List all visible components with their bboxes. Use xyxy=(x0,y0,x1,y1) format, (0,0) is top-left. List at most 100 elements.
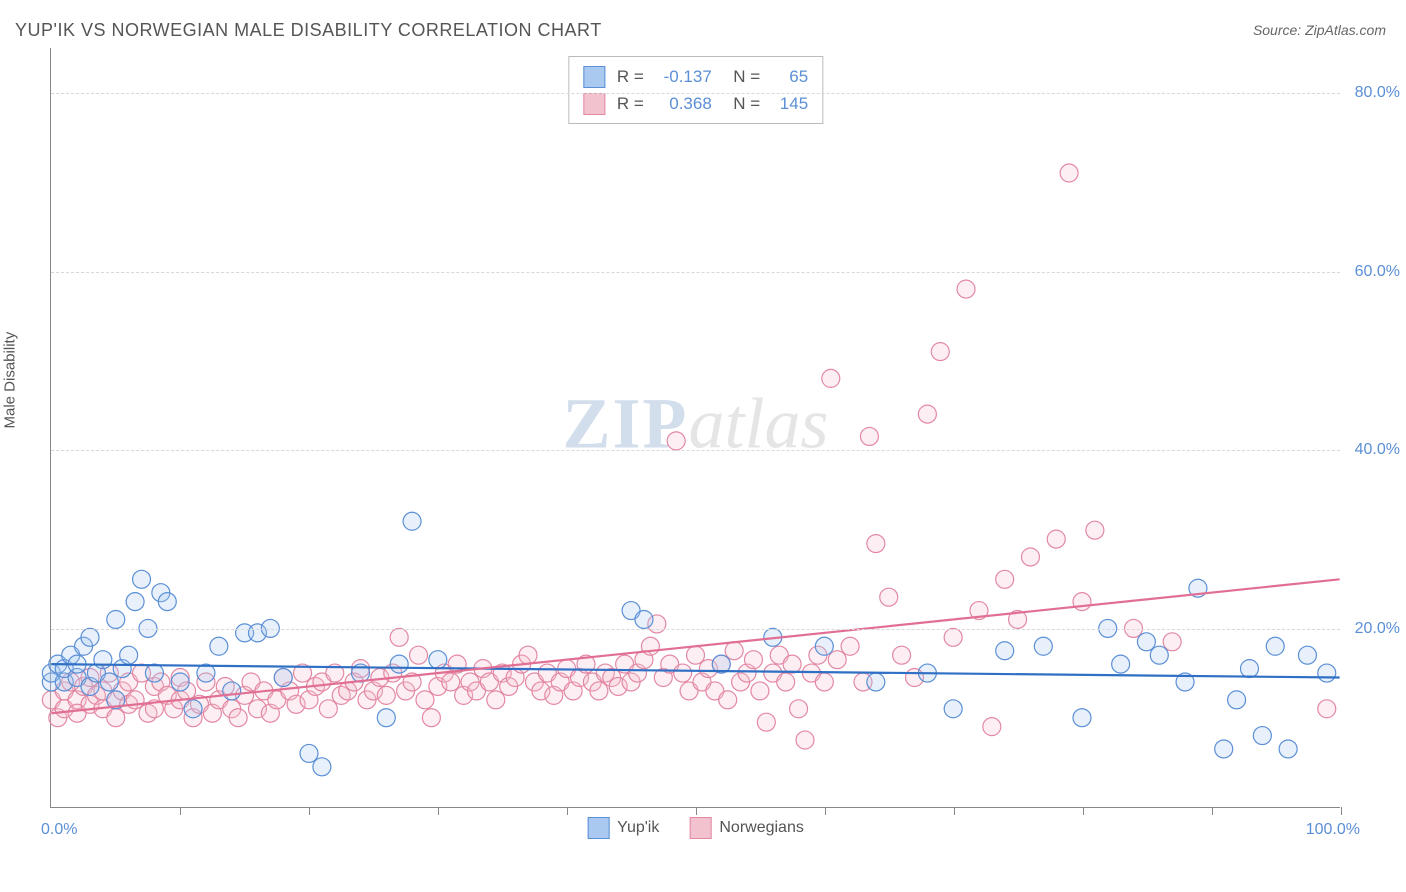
scatter-point xyxy=(210,637,228,655)
scatter-point xyxy=(860,427,878,445)
scatter-point xyxy=(1112,655,1130,673)
scatter-point xyxy=(893,646,911,664)
scatter-point xyxy=(867,535,885,553)
scatter-point xyxy=(1266,637,1284,655)
scatter-point xyxy=(229,709,247,727)
scatter-point xyxy=(1021,548,1039,566)
ytick-label: 40.0% xyxy=(1355,441,1400,459)
scatter-point xyxy=(1034,637,1052,655)
scatter-point xyxy=(957,280,975,298)
scatter-point xyxy=(1298,646,1316,664)
legend-series: Yup'ik Norwegians xyxy=(587,817,804,839)
r-value-0: -0.137 xyxy=(652,63,712,90)
scatter-point xyxy=(1215,740,1233,758)
scatter-point xyxy=(687,646,705,664)
xtick xyxy=(567,807,568,815)
scatter-point xyxy=(944,700,962,718)
n-label-1: N = xyxy=(724,90,760,117)
scatter-point xyxy=(390,655,408,673)
scatter-point xyxy=(487,691,505,709)
scatter-point xyxy=(1279,740,1297,758)
gridline xyxy=(51,93,1340,94)
n-value-0: 65 xyxy=(768,63,808,90)
legend-stats-row-0: R = -0.137 N = 65 xyxy=(583,63,808,90)
scatter-point xyxy=(1318,700,1336,718)
scatter-point xyxy=(757,713,775,731)
scatter-point xyxy=(1073,593,1091,611)
scatter-point xyxy=(635,610,653,628)
legend-series-label-0: Yup'ik xyxy=(617,819,659,837)
scatter-point xyxy=(223,682,241,700)
scatter-point xyxy=(313,758,331,776)
ytick-label: 60.0% xyxy=(1355,263,1400,281)
xtick xyxy=(309,807,310,815)
scatter-point xyxy=(1318,664,1336,682)
gridline xyxy=(51,450,1340,451)
legend-series-swatch-1 xyxy=(689,817,711,839)
r-value-1: 0.368 xyxy=(652,90,712,117)
scatter-point xyxy=(1060,164,1078,182)
scatter-point xyxy=(377,686,395,704)
scatter-point xyxy=(590,682,608,700)
scatter-point xyxy=(107,709,125,727)
scatter-point xyxy=(274,669,292,687)
source-label: Source: ZipAtlas.com xyxy=(1253,22,1386,38)
scatter-point xyxy=(1163,633,1181,651)
scatter-point xyxy=(519,646,537,664)
scatter-point xyxy=(796,731,814,749)
scatter-point xyxy=(783,655,801,673)
scatter-svg xyxy=(51,48,1340,807)
legend-series-swatch-0 xyxy=(587,817,609,839)
legend-swatch-0 xyxy=(583,66,605,88)
scatter-point xyxy=(828,651,846,669)
scatter-point xyxy=(822,369,840,387)
legend-stats: R = -0.137 N = 65 R = 0.368 N = 145 xyxy=(568,56,823,124)
x-axis-max-label: 100.0% xyxy=(1306,821,1360,839)
scatter-point xyxy=(983,718,1001,736)
scatter-point xyxy=(867,673,885,691)
scatter-point xyxy=(1253,727,1271,745)
gridline xyxy=(51,629,1340,630)
scatter-point xyxy=(744,651,762,669)
legend-series-label-1: Norwegians xyxy=(719,819,803,837)
scatter-point xyxy=(171,673,189,691)
scatter-point xyxy=(1240,660,1258,678)
scatter-point xyxy=(1086,521,1104,539)
scatter-point xyxy=(429,651,447,669)
scatter-point xyxy=(158,593,176,611)
scatter-point xyxy=(81,628,99,646)
xtick xyxy=(1341,807,1342,815)
n-value-1: 145 xyxy=(768,90,808,117)
scatter-point xyxy=(944,628,962,646)
scatter-point xyxy=(184,700,202,718)
scatter-point xyxy=(1047,530,1065,548)
scatter-point xyxy=(841,637,859,655)
scatter-point xyxy=(94,651,112,669)
xtick xyxy=(438,807,439,815)
xtick xyxy=(1212,807,1213,815)
scatter-point xyxy=(319,700,337,718)
legend-swatch-1 xyxy=(583,93,605,115)
scatter-point xyxy=(719,691,737,709)
scatter-point xyxy=(751,682,769,700)
scatter-point xyxy=(815,637,833,655)
scatter-point xyxy=(918,405,936,423)
legend-series-item-1: Norwegians xyxy=(689,817,803,839)
y-axis-label: Male Disability xyxy=(2,332,19,429)
scatter-point xyxy=(815,673,833,691)
scatter-point xyxy=(1073,709,1091,727)
scatter-point xyxy=(777,673,795,691)
xtick xyxy=(954,807,955,815)
scatter-point xyxy=(422,709,440,727)
scatter-point xyxy=(880,588,898,606)
scatter-point xyxy=(377,709,395,727)
scatter-point xyxy=(403,512,421,530)
scatter-point xyxy=(390,628,408,646)
xtick xyxy=(825,807,826,815)
scatter-point xyxy=(126,593,144,611)
scatter-point xyxy=(107,610,125,628)
scatter-point xyxy=(996,642,1014,660)
scatter-point xyxy=(790,700,808,718)
plot-area: ZIPatlas R = -0.137 N = 65 R = 0.368 N =… xyxy=(50,48,1340,808)
xtick xyxy=(1083,807,1084,815)
